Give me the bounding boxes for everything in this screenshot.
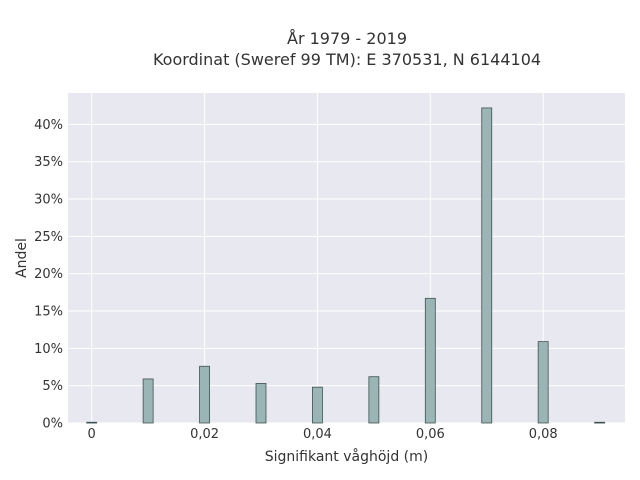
bar: [368, 376, 380, 424]
bar: [255, 383, 267, 424]
y-tick-label: 5%: [42, 379, 63, 394]
bar: [86, 421, 98, 424]
chart-title-line-2: Koordinat (Sweref 99 TM): E 370531, N 61…: [152, 50, 542, 69]
y-axis-label: Andel: [14, 238, 30, 278]
x-tick-label: 0,04: [303, 427, 332, 442]
x-axis-ticks: 0 0,02 0,04 0,06 0,08: [88, 427, 558, 442]
y-tick-label: 30%: [34, 193, 63, 208]
plot-area: [68, 93, 625, 423]
x-tick-label: 0,08: [529, 427, 558, 442]
x-tick-label: 0,02: [190, 427, 219, 442]
bar: [537, 341, 549, 424]
y-axis-ticks: 0% 5% 10% 15% 20% 25% 30% 35% 40%: [34, 118, 63, 432]
bar: [142, 378, 154, 424]
bar: [481, 107, 493, 424]
y-tick-label: 15%: [34, 305, 63, 320]
y-tick-label: 25%: [34, 230, 63, 245]
bar: [199, 365, 210, 424]
x-axis-label: Signifikant våghöjd (m): [265, 448, 428, 465]
bar: [312, 386, 323, 424]
y-tick-label: 10%: [34, 342, 63, 357]
y-tick-label: 35%: [34, 155, 63, 170]
chart-title-line-1: År 1979 - 2019: [287, 29, 407, 48]
bars: [86, 107, 606, 424]
gridlines: [68, 93, 625, 424]
x-tick-label: 0,06: [416, 427, 445, 442]
y-tick-label: 20%: [34, 267, 63, 282]
bar: [594, 421, 606, 424]
y-tick-label: 0%: [42, 417, 63, 432]
y-tick-label: 40%: [34, 118, 63, 133]
bar: [424, 297, 436, 424]
x-tick-label: 0: [88, 427, 96, 442]
